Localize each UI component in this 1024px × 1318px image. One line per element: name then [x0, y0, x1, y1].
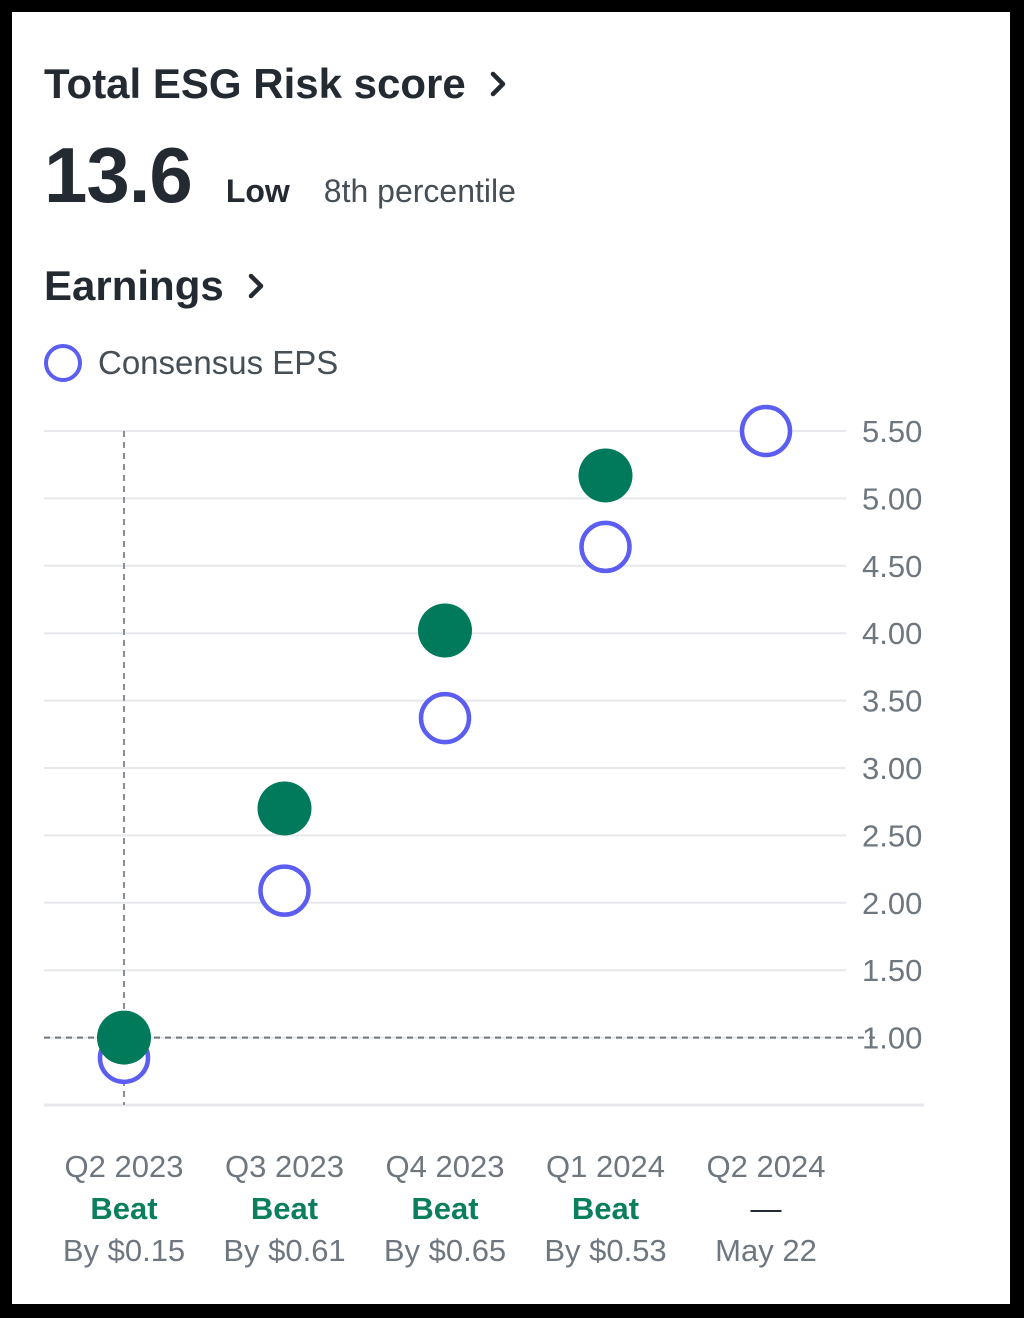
y-tick-label: 3.50 [862, 684, 922, 719]
x-axis-label-group: Q2 2024 — May 22 [686, 1146, 846, 1272]
earnings-header-link[interactable]: Earnings [44, 262, 270, 310]
earnings-result-label: Beat [250, 1191, 319, 1226]
esg-score-value: 13.6 [44, 131, 193, 219]
quarter-label: Q1 2024 [546, 1149, 665, 1184]
earnings-title: Earnings [44, 262, 224, 309]
actual-eps-point[interactable] [578, 448, 633, 503]
earnings-detail-label: By $0.15 [62, 1233, 186, 1268]
x-axis-label-group: Q3 2023 Beat By $0.61 [205, 1146, 365, 1272]
chart-legend: Consensus EPS [44, 344, 338, 382]
x-axis-label-group: Q4 2023 Beat By $0.65 [365, 1146, 525, 1272]
earnings-detail-label: By $0.53 [544, 1233, 667, 1268]
x-axis-label-group: Q1 2024 Beat By $0.53 [526, 1146, 686, 1272]
esg-risk-header-link[interactable]: Total ESG Risk score [44, 60, 512, 108]
esg-risk-level: Low [225, 173, 290, 209]
quarter-label: Q3 2023 [225, 1149, 344, 1184]
y-tick-label: 2.50 [862, 818, 922, 853]
chevron-right-icon [242, 272, 270, 300]
esg-earnings-panel: Total ESG Risk score 13.6 Low 8th percen… [12, 12, 1010, 1304]
y-tick-label: 4.50 [862, 549, 922, 584]
actual-eps-point[interactable] [257, 781, 312, 836]
actual-eps-point[interactable] [97, 1010, 151, 1065]
y-tick-label: 1.50 [862, 953, 922, 988]
consensus-eps-point[interactable] [579, 520, 632, 574]
earnings-result-label: Beat [411, 1191, 479, 1226]
y-tick-label: 5.00 [862, 481, 922, 516]
earnings-detail-label: By $0.61 [223, 1233, 346, 1268]
esg-risk-title: Total ESG Risk score [44, 60, 466, 107]
x-axis-label-group: Q2 2023 Beat By $0.15 [44, 1146, 204, 1272]
earnings-chart: 5.505.004.504.003.503.002.502.001.501.00 [44, 404, 924, 1107]
legend-label-consensus-eps: Consensus EPS [98, 344, 339, 381]
earnings-result-label: — [750, 1191, 782, 1226]
chevron-right-icon [484, 70, 512, 98]
earnings-detail-label: May 22 [715, 1233, 817, 1268]
quarter-label: Q2 2023 [64, 1149, 184, 1184]
esg-percentile: 8th percentile [323, 173, 516, 209]
earnings-result-label: Beat [90, 1191, 158, 1226]
consensus-eps-point[interactable] [258, 864, 311, 917]
y-tick-label: 4.00 [862, 616, 922, 651]
actual-eps-point[interactable] [418, 603, 472, 658]
earnings-result-label: Beat [571, 1191, 640, 1226]
earnings-detail-label: By $0.65 [383, 1233, 507, 1268]
consensus-eps-point[interactable] [739, 404, 793, 458]
consensus-eps-legend-marker [44, 344, 82, 382]
y-tick-label: 3.00 [862, 751, 922, 786]
quarter-label: Q4 2023 [385, 1149, 505, 1184]
esg-score-row: 13.6 Low 8th percentile [44, 130, 516, 221]
y-tick-label: 5.50 [862, 414, 922, 449]
quarter-label: Q2 2024 [706, 1149, 826, 1184]
y-tick-label: 2.00 [862, 886, 922, 921]
consensus-eps-point[interactable] [418, 691, 472, 745]
